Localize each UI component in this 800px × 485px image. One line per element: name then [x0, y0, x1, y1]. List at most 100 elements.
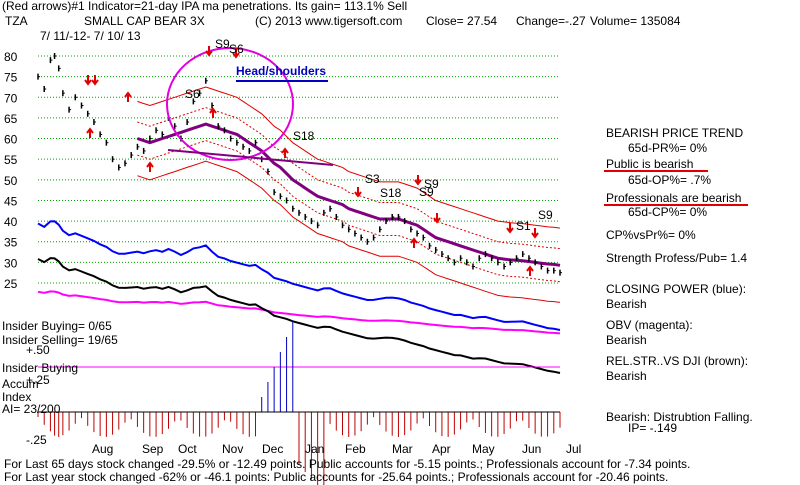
accum-level-minus25: -.25 — [26, 433, 47, 447]
insider-buying-count: Insider Buying= 0/65 — [2, 319, 112, 333]
cp-value: 65d-CP%= 0% — [628, 205, 708, 219]
signal-s1: S1 — [516, 219, 531, 233]
y-tick-35: 35 — [4, 236, 18, 250]
signal-s18-b: S18 — [380, 186, 402, 200]
relstr-value: Bearish — [606, 369, 647, 383]
signal-s6-left: S6 — [185, 87, 200, 101]
signal-arrow-down — [84, 75, 92, 86]
head-shoulders-circle — [166, 47, 294, 161]
price-grid — [38, 55, 560, 284]
closing-power-value: Bearish — [606, 297, 647, 311]
band-line-3 — [137, 140, 561, 283]
date-range: 7/ 11/-12- 7/ 10/ 13 — [40, 29, 141, 43]
op-value: 65d-OP%= .7% — [628, 173, 712, 187]
chart-annotations — [84, 46, 748, 276]
ip-value: IP= -.149 — [628, 421, 678, 435]
band-line-1 — [137, 160, 561, 303]
month-jun: Jun — [522, 442, 541, 456]
footer-65day: For Last 65 days stock changed -29.5% or… — [4, 457, 691, 471]
closing-power-label: CLOSING POWER (blue): — [606, 282, 747, 296]
month-aug: Aug — [92, 442, 113, 456]
trend-title: BEARISH PRICE TREND — [606, 126, 744, 140]
accum-status: Bearish: Distrubtion Falling. — [606, 410, 753, 424]
month-sep: Sep — [142, 442, 164, 456]
signal-arrow-down — [91, 75, 99, 86]
signal-arrow-down — [433, 213, 441, 224]
signal-s9-top: S9 — [215, 37, 230, 51]
y-tick-25: 25 — [4, 277, 18, 291]
y-tick-70: 70 — [4, 91, 18, 105]
signal-arrow-down — [232, 48, 240, 59]
close-value: Close= 27.54 — [426, 14, 498, 28]
band-line-2 — [137, 107, 561, 250]
signal-arrow-down — [354, 187, 362, 198]
change-value: Change=-.27 — [516, 14, 586, 28]
month-nov: Nov — [222, 442, 243, 456]
insider-buying-label: Insider Buying — [2, 361, 79, 375]
signal-arrow-down — [414, 175, 422, 186]
x-axis-month-labels: Aug Sep Oct Nov Dec Jan Feb Mar Apr May Jun Jul — [92, 442, 581, 456]
y-tick-45: 45 — [4, 194, 18, 208]
month-may: May — [472, 442, 495, 456]
band-line-0 — [137, 86, 561, 229]
month-apr: Apr — [432, 442, 451, 456]
public-status: Public is bearish — [606, 157, 694, 171]
signal-arrow-up — [124, 91, 132, 102]
month-dec: Dec — [262, 442, 283, 456]
signal-s9-right: S9 — [538, 208, 553, 222]
signal-s3: S3 — [365, 172, 380, 186]
signal-arrow-up — [526, 265, 534, 276]
copyright: (C) 2013 www.tigersoft.com — [255, 14, 403, 28]
month-mar: Mar — [392, 442, 413, 456]
series-moving-average — [136, 122, 561, 267]
accum-level-plus25: +.25 — [26, 373, 50, 387]
signal-arrow-up — [281, 147, 289, 158]
obv-label: OBV (magenta): — [606, 318, 693, 332]
neckline — [167, 149, 334, 166]
obv-value: Bearish — [606, 333, 647, 347]
accum-label: Accum — [2, 377, 39, 391]
volume-value: Volume= 135084 — [590, 14, 681, 28]
pr-value: 65d-PR%= 0% — [628, 141, 708, 155]
strength-ratio: Strength Profess/Pub= 1.4 — [606, 251, 748, 265]
signal-arrow-down — [506, 223, 514, 234]
month-oct: Oct — [178, 442, 197, 456]
professionals-status: Professionals are bearish — [606, 191, 742, 205]
ticker-label: TZA — [5, 14, 28, 28]
y-tick-30: 30 — [4, 256, 18, 270]
y-tick-80: 80 — [4, 50, 18, 64]
series-relstr — [37, 257, 561, 374]
signal-s18-a: S18 — [293, 129, 315, 143]
relstr-label: REL.STR..VS DJI (brown): — [606, 354, 749, 368]
signal-arrow-up — [410, 237, 418, 248]
security-name: SMALL CAP BEAR 3X — [84, 14, 205, 28]
y-axis-tick-labels: 80 75 70 65 60 55 50 45 40 35 30 25 — [4, 50, 18, 291]
head-shoulders-label: Head/shoulders — [236, 64, 327, 78]
accum-index-bars — [37, 322, 561, 485]
y-tick-65: 65 — [4, 112, 18, 126]
price-series — [37, 53, 562, 276]
month-feb: Feb — [345, 442, 366, 456]
signal-s9-mid-b: S9 — [419, 185, 434, 199]
ai-value: AI= 23/200 — [2, 402, 61, 416]
y-tick-60: 60 — [4, 133, 18, 147]
index-label: Index — [2, 390, 32, 404]
y-tick-75: 75 — [4, 71, 18, 85]
signal-arrow-down — [531, 228, 539, 239]
signal-arrow-up — [209, 107, 217, 118]
signal-arrow-up — [146, 161, 154, 172]
footer-year: For Last year stock changed -62% or -46.… — [4, 470, 669, 484]
indicator-lines — [37, 220, 561, 374]
insider-selling-count: Insider Selling= 19/65 — [2, 333, 118, 347]
price-bands — [137, 86, 561, 303]
cp-vs-pr: CP%vsPr%= 0% — [606, 228, 696, 242]
y-tick-55: 55 — [4, 153, 18, 167]
y-tick-40: 40 — [4, 215, 18, 229]
signal-s9-mid-a: S9 — [424, 177, 439, 191]
accum-level-plus50: +.50 — [26, 343, 50, 357]
header-line1: (Red arrows)#1 Indicator=21-day IPA ma p… — [2, 0, 408, 13]
month-jan: Jan — [305, 442, 324, 456]
series-obv — [37, 290, 561, 335]
signal-s6-top: S6 — [229, 42, 244, 56]
